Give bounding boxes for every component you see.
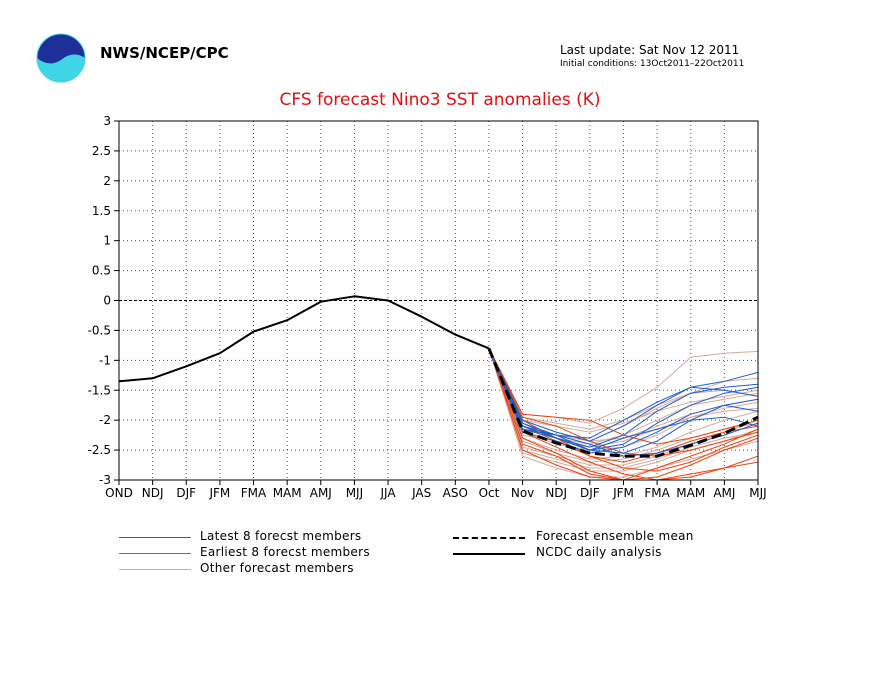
x-tick-label: FMA (644, 486, 670, 500)
y-tick-label: -1 (99, 353, 111, 367)
x-tick-label: FMA (241, 486, 267, 500)
x-tick-label: AMJ (310, 486, 332, 500)
y-tick-label: -1.5 (88, 383, 111, 397)
organization-label: NWS/NCEP/CPC (100, 44, 229, 62)
legend-label-other: Other forecast members (200, 561, 354, 575)
ncdc-analysis-line (119, 295, 490, 383)
y-tick-label: -0.5 (88, 323, 111, 337)
legend-line-latest (119, 537, 191, 538)
legend-label-mean: Forecast ensemble mean (536, 529, 694, 543)
latest-member-line-5 (488, 348, 758, 454)
y-tick-label: 1 (103, 234, 111, 248)
other-member-line-14 (488, 348, 758, 442)
x-tick-label: AMJ (713, 486, 735, 500)
latest-member-line-1 (488, 348, 758, 442)
y-tick-label: 0.5 (92, 264, 111, 278)
y-tick-label: 1.5 (92, 204, 111, 218)
legend-label-latest: Latest 8 forecst members (200, 529, 362, 543)
earliest-member-line-3 (488, 348, 758, 480)
latest-member-line-4 (488, 348, 758, 439)
legend-line-earliest (119, 553, 191, 554)
y-tick-label: 0 (103, 294, 111, 308)
x-tick-label: JJA (380, 486, 397, 500)
x-tick-label: MAM (676, 486, 705, 500)
latest-member-line-6 (488, 348, 758, 454)
legend-line-analysis (453, 553, 525, 555)
y-tick-label: 2.5 (92, 144, 111, 158)
earliest-member-line-5 (488, 348, 758, 480)
x-tick-label: ASO (443, 486, 468, 500)
ensemble-mean-line (487, 347, 758, 458)
plot-series-group (119, 295, 758, 480)
initial-conditions-label: Initial conditions: 13Oct2011–22Oct2011 (560, 59, 745, 69)
x-tick-label: JAS (411, 486, 431, 500)
earliest-member-line-4 (488, 348, 758, 480)
x-tick-label: DJF (580, 486, 600, 500)
legend-label-earliest: Earliest 8 forecst members (200, 545, 370, 559)
y-tick-label: -2 (99, 413, 111, 427)
legend-line-mean (453, 537, 525, 539)
x-tick-label: Oct (479, 486, 500, 500)
latest-member-line-3 (488, 348, 758, 451)
y-tick-label: 2 (103, 174, 111, 188)
y-tick-label: -3 (99, 473, 111, 487)
earliest-member-line-7 (488, 348, 758, 480)
other-member-line-8 (488, 348, 758, 478)
x-tick-label: NDJ (142, 486, 164, 500)
chart-title: CFS forecast Nino3 SST anomalies (K) (279, 90, 601, 110)
other-member-line-2 (488, 348, 758, 442)
last-update-label: Last update: Sat Nov 12 2011 (560, 43, 740, 57)
noaa-logo-icon (36, 33, 86, 83)
x-tick-label: MJJ (749, 486, 766, 500)
other-member-line-9 (488, 348, 758, 433)
earliest-member-line-6 (488, 348, 758, 472)
legend-line-other (119, 569, 191, 570)
x-tick-label: JFM (208, 486, 230, 500)
x-tick-label: Nov (511, 486, 534, 500)
x-tick-label: MJJ (346, 486, 363, 500)
legend-label-analysis: NCDC daily analysis (536, 545, 662, 559)
x-tick-label: JFM (612, 486, 634, 500)
x-tick-label: DJF (176, 486, 196, 500)
x-tick-label: OND (105, 486, 133, 500)
x-tick-label: MAM (273, 486, 302, 500)
latest-member-line-8 (488, 348, 758, 451)
x-tick-label: NDJ (545, 486, 567, 500)
y-tick-label: -2.5 (88, 443, 111, 457)
y-tick-label: 3 (103, 114, 111, 128)
